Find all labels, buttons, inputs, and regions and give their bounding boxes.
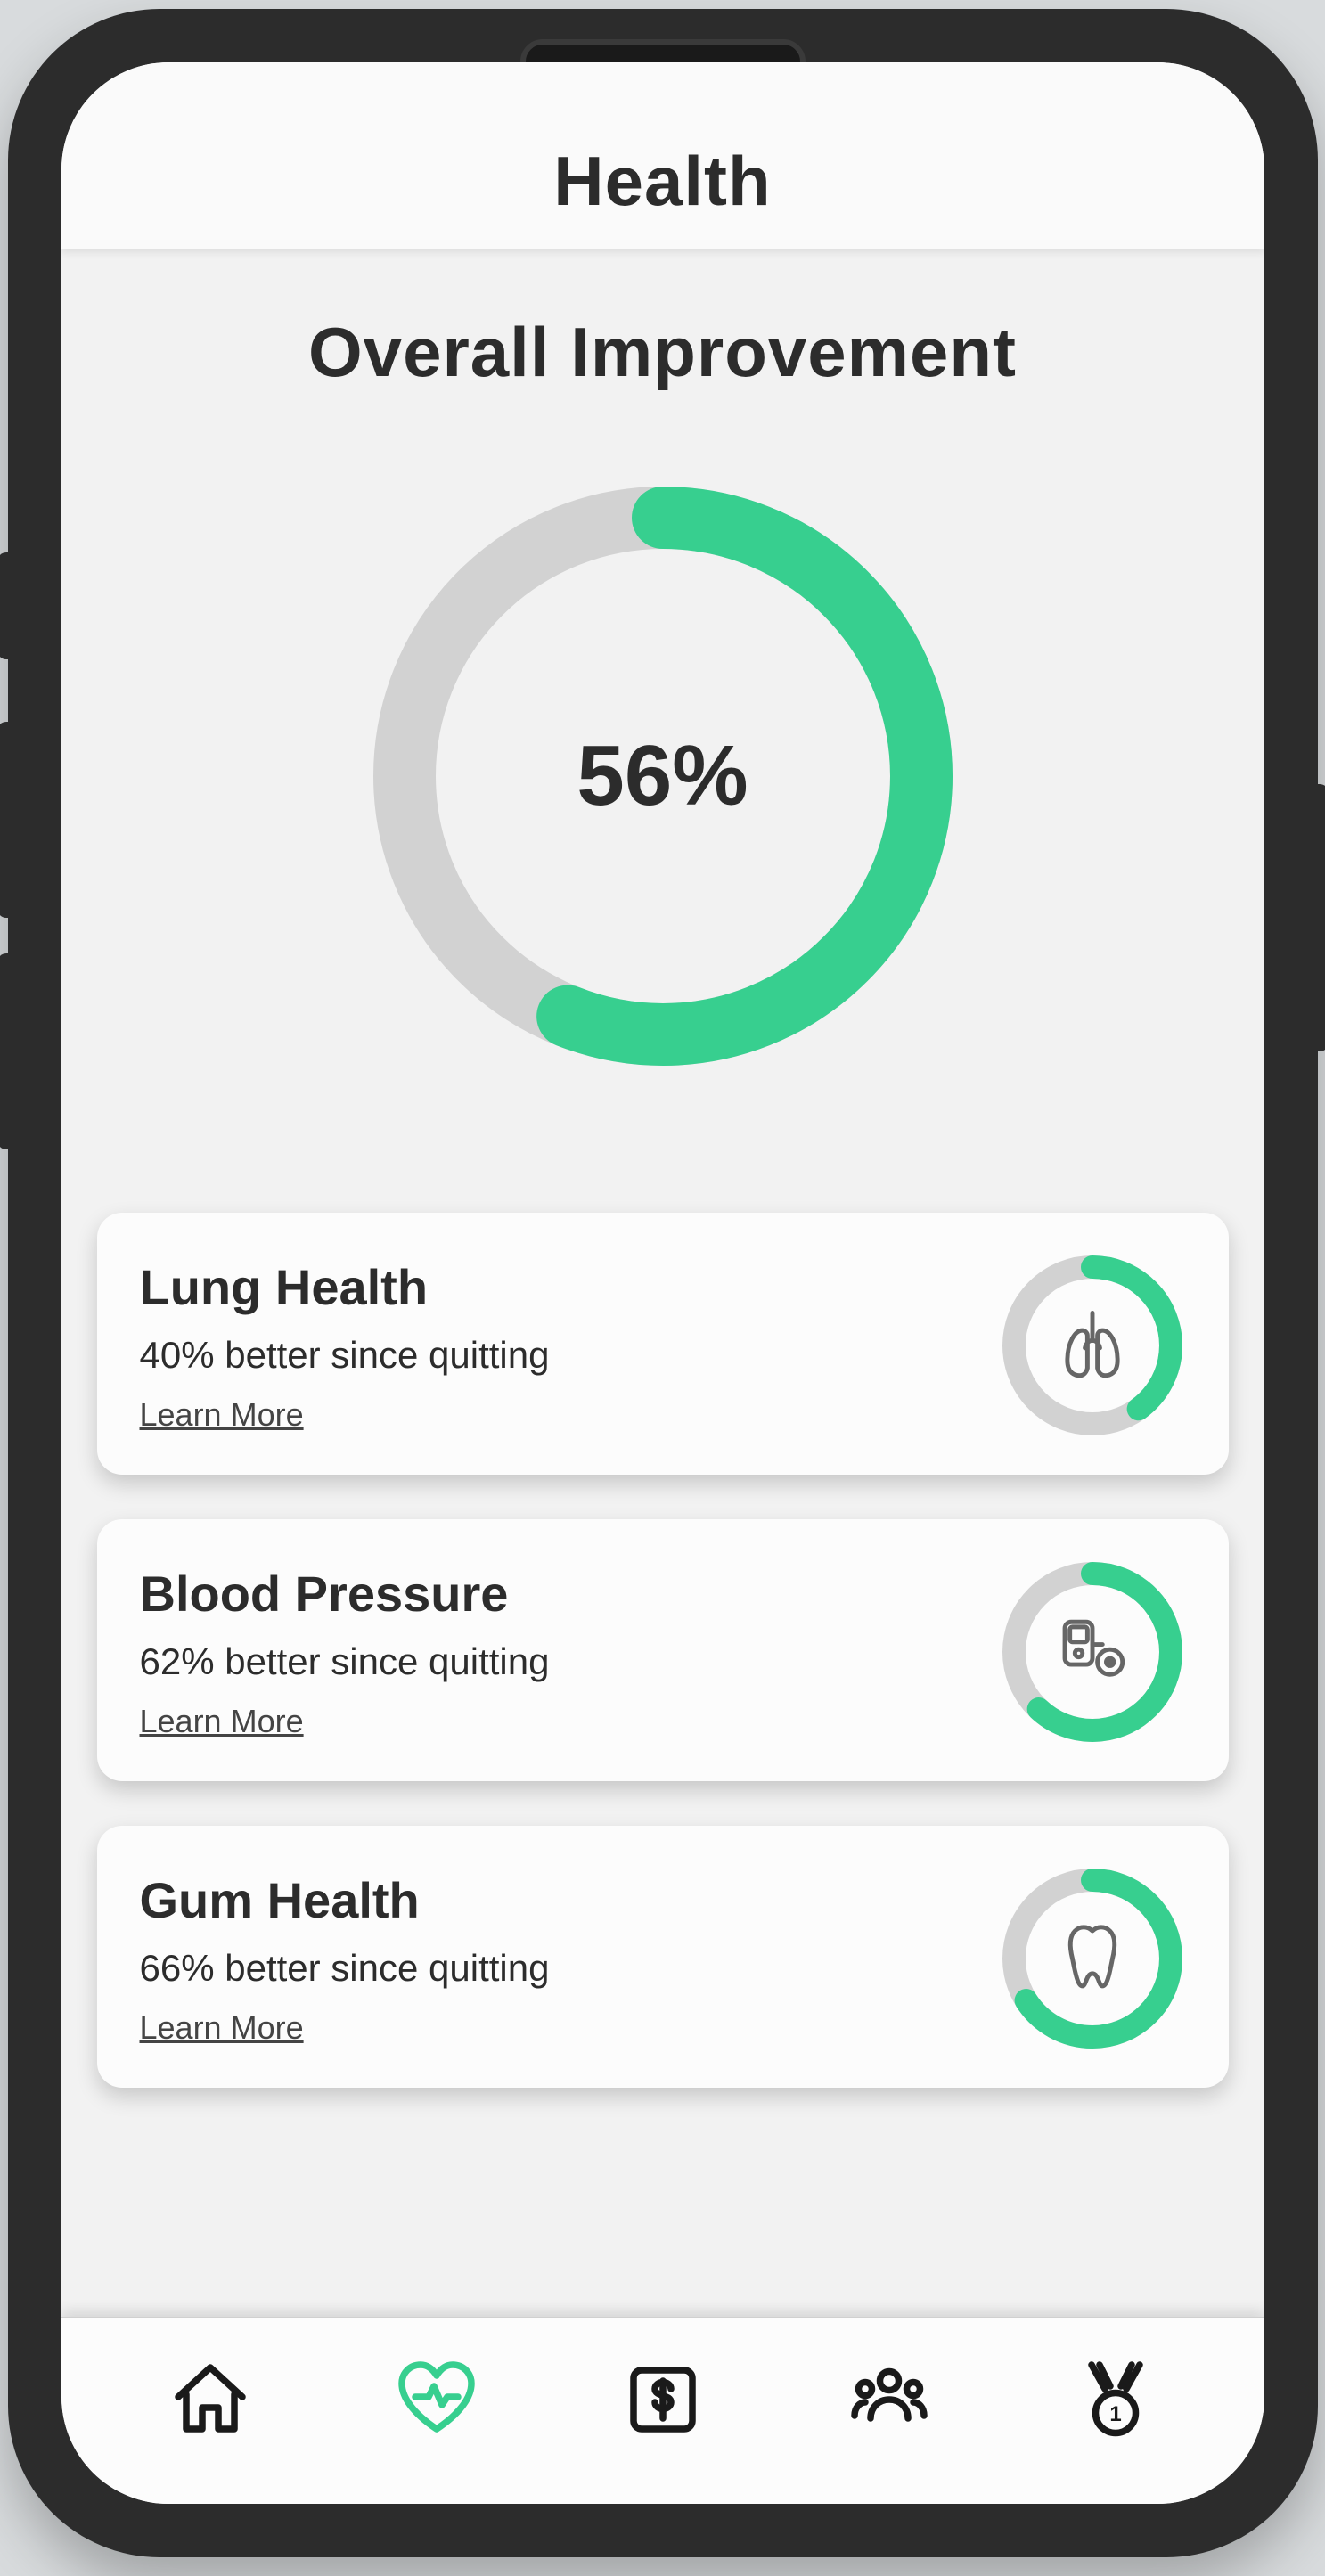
card-title: Blood Pressure <box>140 1565 550 1623</box>
main-content: Overall Improvement 56% Lung Health 40% b… <box>61 249 1264 2317</box>
card-subtitle: 40% better since quitting <box>140 1334 550 1377</box>
overall-ring-container: 56% <box>97 482 1229 1070</box>
phone-frame: Health Overall Improvement 56% Lung Heal… <box>8 9 1318 2557</box>
phone-side-button <box>0 722 12 918</box>
cards-list: Lung Health 40% better since quitting Lear… <box>97 1213 1229 2088</box>
card-title: Lung Health <box>140 1258 550 1316</box>
card-progress-ring <box>999 1865 1186 2052</box>
card-subtitle: 62% better since quitting <box>140 1640 550 1683</box>
card-subtitle: 66% better since quitting <box>140 1947 550 1990</box>
lungs-icon <box>999 1252 1186 1439</box>
health-card-bp[interactable]: Blood Pressure 62% better since quitting L… <box>97 1519 1229 1781</box>
learn-more-link[interactable]: Learn More <box>140 2009 304 2046</box>
health-card-gum[interactable]: Gum Health 66% better since quitting Learn… <box>97 1826 1229 2088</box>
svg-text:1: 1 <box>1109 2402 1121 2426</box>
section-title: Overall Improvement <box>97 312 1229 393</box>
nav-awards[interactable]: 1 <box>1073 2357 1158 2447</box>
card-progress-ring <box>999 1252 1186 1439</box>
card-title: Gum Health <box>140 1871 550 1929</box>
overall-percent-label: 56% <box>369 482 957 1070</box>
nav-home[interactable] <box>168 2357 253 2447</box>
learn-more-link[interactable]: Learn More <box>140 1703 304 1739</box>
phone-side-button <box>1314 784 1325 1051</box>
tooth-icon <box>999 1865 1186 2052</box>
bp-monitor-icon <box>999 1558 1186 1746</box>
bottom-nav: 1 <box>61 2317 1264 2504</box>
card-progress-ring <box>999 1558 1186 1746</box>
nav-health[interactable] <box>394 2357 479 2447</box>
health-card-lung[interactable]: Lung Health 40% better since quitting Lear… <box>97 1213 1229 1475</box>
app-screen: Health Overall Improvement 56% Lung Heal… <box>61 62 1264 2504</box>
header-bar: Health <box>61 62 1264 249</box>
phone-side-button <box>0 552 12 659</box>
overall-progress-ring: 56% <box>369 482 957 1070</box>
page-title: Health <box>553 141 771 222</box>
nav-social[interactable] <box>847 2357 932 2447</box>
nav-money[interactable] <box>620 2357 706 2447</box>
phone-side-button <box>0 953 12 1149</box>
learn-more-link[interactable]: Learn More <box>140 1396 304 1433</box>
